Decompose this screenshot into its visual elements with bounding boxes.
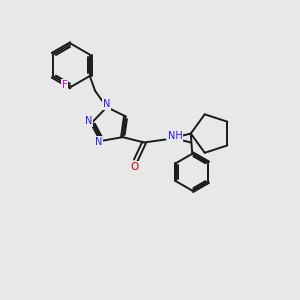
Text: NH: NH xyxy=(168,131,183,141)
Text: N: N xyxy=(95,137,102,147)
Text: N: N xyxy=(103,99,110,109)
Text: N: N xyxy=(85,116,92,126)
Text: O: O xyxy=(130,162,138,172)
Text: F: F xyxy=(62,80,68,90)
